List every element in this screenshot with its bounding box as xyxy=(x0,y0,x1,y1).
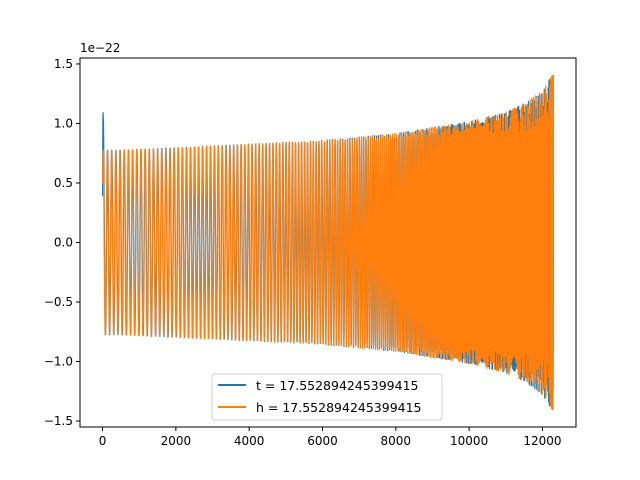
x-tick-label: 4000 xyxy=(234,434,265,448)
x-tick-label: 8000 xyxy=(381,434,412,448)
y-tick-label: −0.5 xyxy=(44,295,73,309)
y-tick-label: 1.5 xyxy=(54,57,73,71)
y-tick-label: 1.0 xyxy=(54,116,73,130)
x-tick-label: 0 xyxy=(99,434,107,448)
y-tick-label: 0.0 xyxy=(54,236,73,250)
legend-label-t: t = 17.552894245399415 xyxy=(256,378,419,393)
y-tick-label: 0.5 xyxy=(54,176,73,190)
x-tick-label: 12000 xyxy=(523,434,561,448)
x-tick-label: 2000 xyxy=(161,434,192,448)
y-tick-label: −1.5 xyxy=(44,414,73,428)
series-h-line xyxy=(101,74,555,410)
legend: t = 17.552894245399415 h = 17.5528942453… xyxy=(211,373,443,421)
offset-text: 1e−22 xyxy=(80,41,120,55)
x-tick-label: 6000 xyxy=(307,434,338,448)
x-tick-label: 10000 xyxy=(450,434,488,448)
y-tick-label: −1.0 xyxy=(44,355,73,369)
legend-box xyxy=(211,373,443,421)
legend-label-h: h = 17.552894245399415 xyxy=(256,400,422,415)
